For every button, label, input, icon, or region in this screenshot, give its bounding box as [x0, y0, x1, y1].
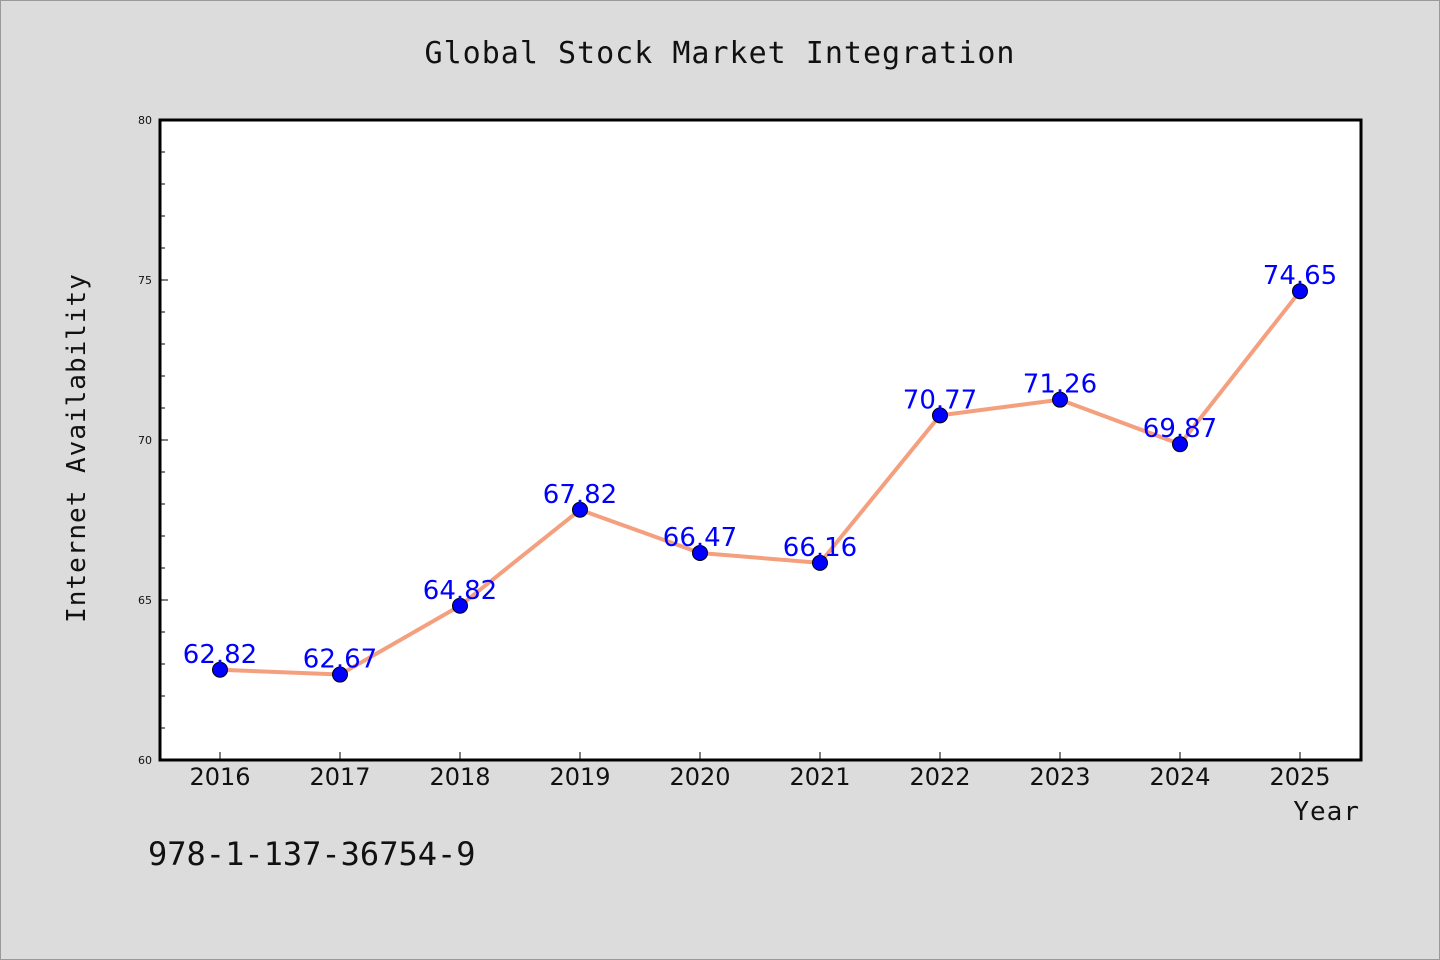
- plot-area: [160, 120, 1361, 760]
- series-line: [219, 289, 1302, 677]
- data-label: 62.67: [303, 645, 377, 675]
- data-label: 74.65: [1263, 261, 1337, 291]
- data-point: [812, 554, 828, 571]
- series-group: 62.82 62.67 64.82 67.82 66.47 66.16 70.77 71.26…: [183, 261, 1337, 683]
- x-tick-label: 2024: [1149, 763, 1210, 791]
- data-label: 66.16: [783, 533, 857, 563]
- y-tick-label: 70: [138, 434, 152, 447]
- isbn-annotation: 978-1-137-36754-9: [148, 835, 476, 873]
- data-point: [212, 661, 228, 678]
- data-label: 69.87: [1143, 414, 1217, 444]
- data-point: [452, 597, 468, 614]
- data-point: [1172, 436, 1188, 453]
- x-tick-label: 2025: [1269, 763, 1330, 791]
- x-tick-label: 2022: [909, 763, 970, 791]
- x-tick-label: 2018: [429, 763, 490, 791]
- data-label: 64.82: [423, 576, 497, 606]
- x-axis: 2016 2017 2018 2019 2020 2021 2022 2023 2024 2025: [189, 752, 1331, 791]
- data-label: 67.82: [543, 480, 617, 510]
- data-point: [572, 501, 588, 518]
- x-tick-label: 2016: [189, 763, 250, 791]
- data-point: [1292, 283, 1308, 300]
- x-tick-label: 2017: [309, 763, 370, 791]
- data-label: 62.82: [183, 640, 257, 670]
- y-tick-label: 80: [138, 114, 152, 127]
- y-tick-label: 60: [138, 754, 152, 767]
- y-tick-label: 75: [138, 274, 152, 287]
- y-tick-label: 65: [138, 594, 152, 607]
- x-tick-label: 2023: [1029, 763, 1090, 791]
- data-label: 70.77: [903, 385, 977, 415]
- data-point: [332, 666, 348, 683]
- data-label: 71.26: [1023, 370, 1097, 400]
- x-tick-label: 2019: [549, 763, 610, 791]
- data-point: [692, 544, 708, 561]
- y-axis-label: Internet Availability: [62, 273, 92, 623]
- x-tick-label: 2021: [789, 763, 850, 791]
- chart-title: Global Stock Market Integration: [425, 36, 1016, 71]
- plot-border: [158, 118, 1363, 762]
- data-label: 66.47: [663, 523, 737, 553]
- x-tick-label: 2020: [669, 763, 730, 791]
- x-axis-label: Year: [1293, 797, 1360, 827]
- data-point: [1052, 391, 1068, 408]
- data-point: [932, 407, 948, 424]
